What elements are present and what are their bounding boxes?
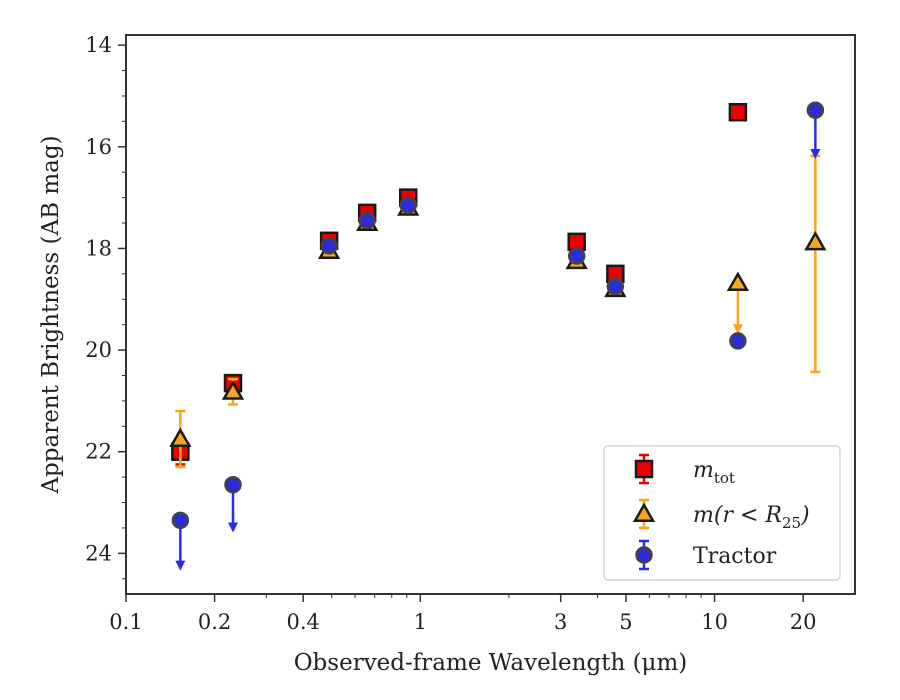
x-axis-label: Observed-frame Wavelength (μm) — [294, 650, 688, 676]
upper-limit-arrow — [228, 522, 239, 533]
x-tick-label: 0.1 — [109, 610, 142, 634]
circle-marker — [399, 196, 417, 214]
series-2 — [171, 101, 825, 571]
legend-label: mtot — [693, 458, 735, 487]
triangle-marker — [804, 230, 827, 251]
square-marker — [728, 102, 748, 122]
triangle-marker — [221, 380, 245, 400]
x-tick-label: 5 — [619, 610, 632, 634]
y-axis-ticks: 14 16 18 20 22 24 — [85, 33, 126, 580]
legend-label: Tractor — [693, 544, 777, 569]
data-point — [806, 101, 825, 159]
upper-limit-arrow — [732, 324, 743, 335]
legend: mtot m(r < R25) Tractor — [603, 445, 841, 581]
data-point — [728, 102, 748, 122]
legend-entry: m(r < R25) — [632, 498, 810, 532]
y-tick-label: 18 — [85, 236, 112, 260]
legend-triangle-marker — [632, 502, 656, 522]
legend-circle-marker — [635, 546, 653, 564]
plot-border — [125, 34, 856, 595]
y-tick-label: 22 — [85, 440, 112, 464]
y-tick-label: 20 — [85, 338, 112, 362]
circle-marker — [171, 511, 190, 530]
x-tick-label: 20 — [790, 610, 817, 634]
triangle-marker — [726, 271, 750, 291]
x-tick-label: 10 — [701, 610, 728, 634]
data-point — [358, 211, 376, 230]
triangle-marker — [169, 427, 192, 448]
data-point — [567, 247, 586, 265]
y-tick-label: 16 — [85, 135, 112, 159]
circle-marker — [320, 237, 338, 255]
series-0 — [171, 102, 748, 466]
legend-box — [603, 445, 841, 581]
data-point — [169, 409, 192, 469]
data-point — [729, 332, 747, 350]
y-tick-label: 14 — [85, 33, 112, 57]
legend-entry: mtot — [634, 453, 735, 487]
circle-marker — [567, 247, 586, 265]
legend-square-marker — [634, 459, 654, 479]
data-point — [726, 271, 750, 335]
circle-marker — [729, 332, 747, 350]
x-tick-label: 0.2 — [198, 610, 231, 634]
upper-limit-arrow — [175, 560, 186, 571]
circle-marker — [806, 101, 825, 119]
plot-area — [169, 101, 827, 571]
circle-marker — [224, 475, 242, 494]
x-tick-label: 1 — [414, 610, 427, 634]
series-1 — [169, 154, 827, 469]
plot-frame — [125, 34, 856, 595]
circle-marker — [358, 211, 376, 230]
y-tick-label: 24 — [85, 541, 112, 565]
data-point — [320, 237, 338, 255]
data-point — [606, 277, 625, 296]
data-point — [171, 511, 190, 571]
data-point — [224, 475, 242, 533]
x-tick-label: 0.4 — [286, 610, 319, 634]
data-point — [804, 154, 827, 374]
data-point — [399, 196, 417, 214]
circle-marker — [606, 277, 625, 296]
y-axis-label: Apparent Brightness (AB mag) — [38, 135, 64, 494]
upper-limit-arrow — [810, 148, 821, 159]
legend-label: m(r < R25) — [693, 503, 810, 532]
x-axis-ticks: 0.1 0.2 0.4 1 3 5 10 20 — [109, 594, 817, 634]
x-tick-label: 3 — [554, 610, 567, 634]
legend-entry: Tractor — [635, 539, 777, 571]
data-point — [221, 377, 245, 406]
